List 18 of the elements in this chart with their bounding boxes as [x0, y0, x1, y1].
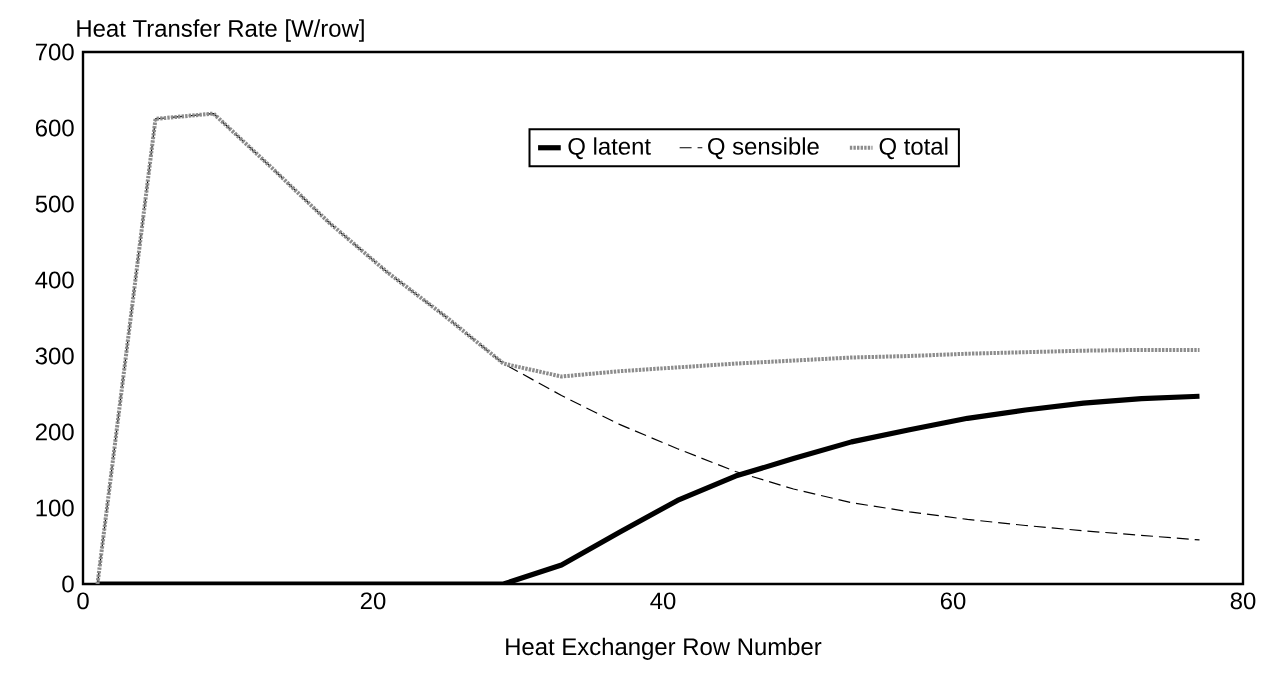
- x-tick-label: 40: [650, 592, 676, 610]
- legend-label: Q sensible: [708, 137, 819, 160]
- legend-label: Q latent: [568, 137, 651, 160]
- legend-label: Q total: [879, 137, 948, 160]
- x-tick-label: 20: [360, 592, 386, 610]
- x-tick-label: 80: [1230, 592, 1256, 610]
- y-tick-label: 700: [35, 43, 74, 61]
- y-tick-label: 400: [35, 271, 74, 289]
- y-tick-label: 100: [36, 499, 74, 517]
- x-tick-label: 0: [77, 592, 89, 610]
- x-tick-label: 60: [940, 592, 966, 610]
- y-axis-title: Heat Transfer Rate [W/row]: [77, 19, 364, 42]
- y-tick-label: 600: [35, 119, 74, 137]
- y-tick-label: 500: [35, 195, 74, 213]
- y-tick-label: 0: [62, 575, 74, 593]
- y-tick-label: 200: [35, 423, 74, 441]
- y-tick-label: 300: [35, 347, 74, 365]
- x-axis-title: Heat Exchanger Row Number: [506, 637, 822, 660]
